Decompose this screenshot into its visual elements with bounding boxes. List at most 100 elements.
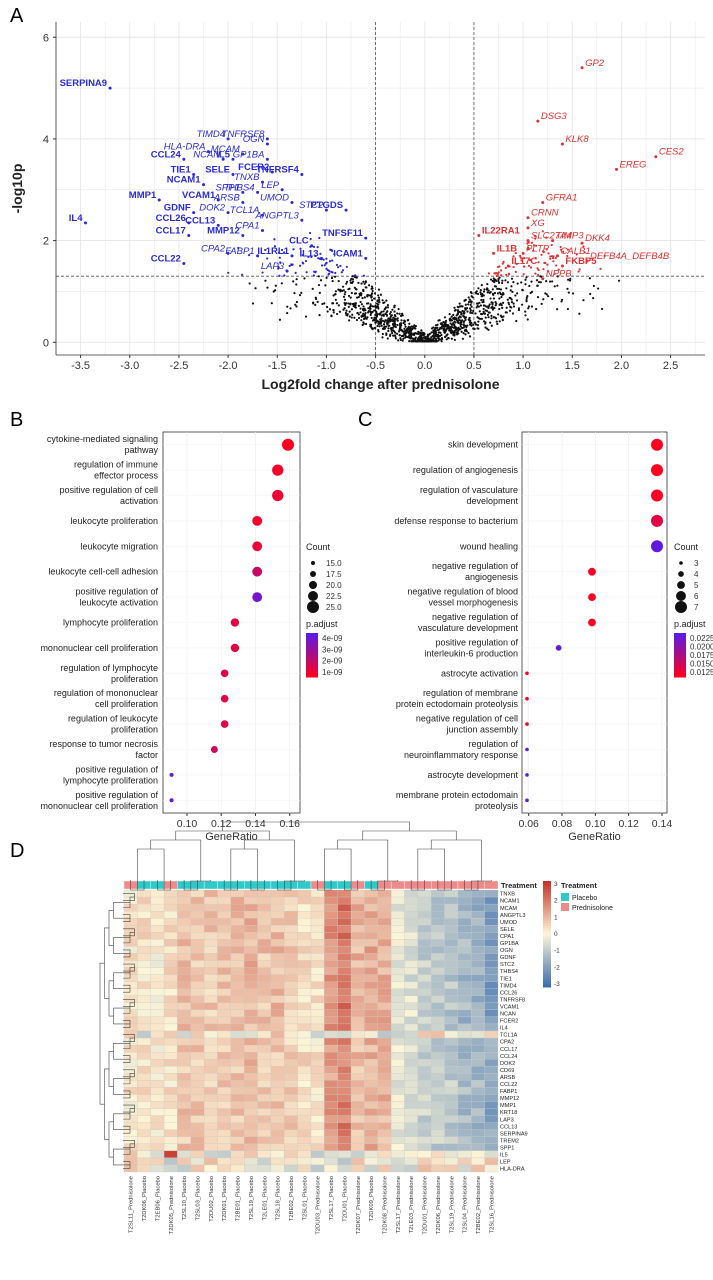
legend-padj-label: 0.0225 [690, 634, 713, 643]
column-label: T2LE03_Prednisolone [409, 1176, 415, 1233]
heatmap-cell [457, 1129, 472, 1137]
heatmap-cell [377, 1136, 392, 1144]
heatmap-cell [190, 1023, 205, 1032]
heatmap-cell [337, 995, 352, 1003]
heatmap-cell [244, 1101, 258, 1109]
row-label: ANGPTL3 [500, 913, 526, 919]
heatmap-cell [284, 925, 298, 933]
gene-point [256, 190, 260, 194]
heatmap-cell [404, 918, 419, 926]
background-point [524, 278, 527, 281]
heatmap-cell [230, 1094, 245, 1102]
background-point [481, 293, 484, 296]
background-point [439, 327, 443, 330]
heatmap-cell [377, 1030, 392, 1039]
heatmap-cell [390, 1044, 405, 1053]
heatmap-cell [457, 1101, 472, 1109]
heatmap-cell [337, 896, 352, 905]
heatmap-cell [217, 925, 232, 933]
heatmap-cell [230, 995, 245, 1003]
heatmap-cell [217, 1101, 232, 1109]
heatmap-cell [203, 1094, 218, 1102]
heatmap-cell [203, 974, 218, 982]
background-point [397, 339, 400, 342]
heatmap-cell [244, 995, 258, 1003]
term-label: astrocyte development [427, 770, 518, 780]
gene-label: SERPINA9 [60, 78, 108, 89]
heatmap-cell [324, 1073, 338, 1081]
background-point [551, 297, 554, 301]
heatmap-cell [390, 925, 405, 933]
background-point [562, 250, 565, 253]
x-axis-title: GeneRatio [568, 831, 621, 843]
heatmap-cell [177, 1136, 191, 1144]
heatmap-cell [337, 1016, 352, 1025]
heatmap-cell [404, 995, 419, 1003]
background-point [394, 337, 398, 340]
heatmap-cell [350, 1122, 365, 1130]
background-point [450, 319, 453, 322]
heatmap-cell [190, 932, 205, 940]
background-point [277, 265, 280, 269]
heatmap-cell [324, 967, 338, 975]
legend-padj-swatch [674, 639, 686, 642]
heatmap-cell [390, 1157, 405, 1166]
heatmap-cell [150, 974, 165, 982]
background-point [378, 313, 381, 316]
term-label: positive regulation of cell activation [59, 485, 158, 506]
heatmap-cell [150, 953, 165, 961]
heatmap-cell [137, 939, 151, 947]
heatmap-cell [244, 1066, 258, 1074]
heatmap-cell [244, 1122, 258, 1130]
legend-padj-label: 0.0125 [690, 668, 713, 677]
row-label: KRT18 [500, 1110, 517, 1116]
gene-point [364, 236, 368, 240]
heatmap-cell [163, 1037, 178, 1046]
heatmap-cell [364, 1164, 378, 1173]
background-point [362, 274, 365, 277]
dendrogram-branch [337, 839, 389, 881]
heatmap-cell [350, 1129, 365, 1137]
background-point [359, 307, 362, 310]
background-point [420, 332, 423, 336]
heatmap-cell [471, 939, 485, 947]
gene-label: GP2 [585, 58, 605, 69]
dendrogram-branch [108, 1050, 114, 1087]
heatmap-cell [257, 1157, 272, 1166]
heatmap-cell [150, 1044, 165, 1053]
background-point [398, 334, 401, 337]
colorbar-swatch [543, 973, 551, 977]
heatmap-cell [324, 1037, 338, 1046]
background-point [385, 322, 389, 325]
heatmap-cell [457, 1002, 472, 1010]
gene-label: IL17C [511, 256, 537, 267]
background-point [418, 331, 422, 334]
heatmap-cell [324, 1059, 338, 1067]
heatmap-cell [217, 967, 232, 975]
term-dot [210, 746, 218, 753]
heatmap-cell [404, 1129, 419, 1137]
gene-point [241, 234, 245, 238]
background-point [283, 274, 286, 277]
heatmap-cell [471, 1030, 485, 1039]
background-point [532, 249, 535, 252]
legend-padj-swatch [674, 675, 686, 678]
heatmap-cell [270, 1044, 285, 1053]
heatmap-cell [390, 939, 405, 947]
heatmap-cell [137, 953, 151, 961]
legend-padj-swatch [674, 663, 686, 666]
heatmap-cell [203, 967, 218, 975]
heatmap-cell [390, 946, 405, 954]
legend-padj-swatch [306, 669, 318, 672]
background-point [394, 315, 397, 318]
background-point [537, 268, 540, 272]
column-label: T2DU01_Placebo [342, 1176, 348, 1222]
term-label: wound healing [459, 541, 518, 551]
background-point [408, 322, 411, 325]
background-point [452, 323, 456, 326]
term-dot [252, 592, 263, 603]
background-point [403, 320, 406, 323]
term-dot [220, 669, 229, 678]
background-point [556, 284, 559, 287]
background-point [366, 295, 369, 298]
